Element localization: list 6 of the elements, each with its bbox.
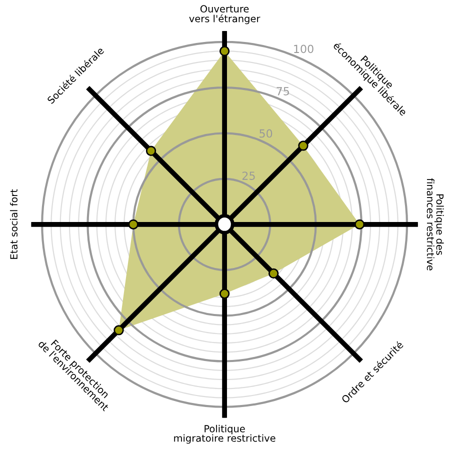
- spoke-label: Etat social fort: [10, 189, 18, 259]
- spoke-label: Ouverture vers l'étranger: [189, 5, 260, 24]
- y-tick-label: 100: [294, 44, 314, 54]
- spoke-label: Politique des finances restrictive: [426, 178, 444, 270]
- spoke-label: Politique migratoire restrictive: [174, 424, 276, 444]
- y-tick-label: 75: [276, 87, 289, 96]
